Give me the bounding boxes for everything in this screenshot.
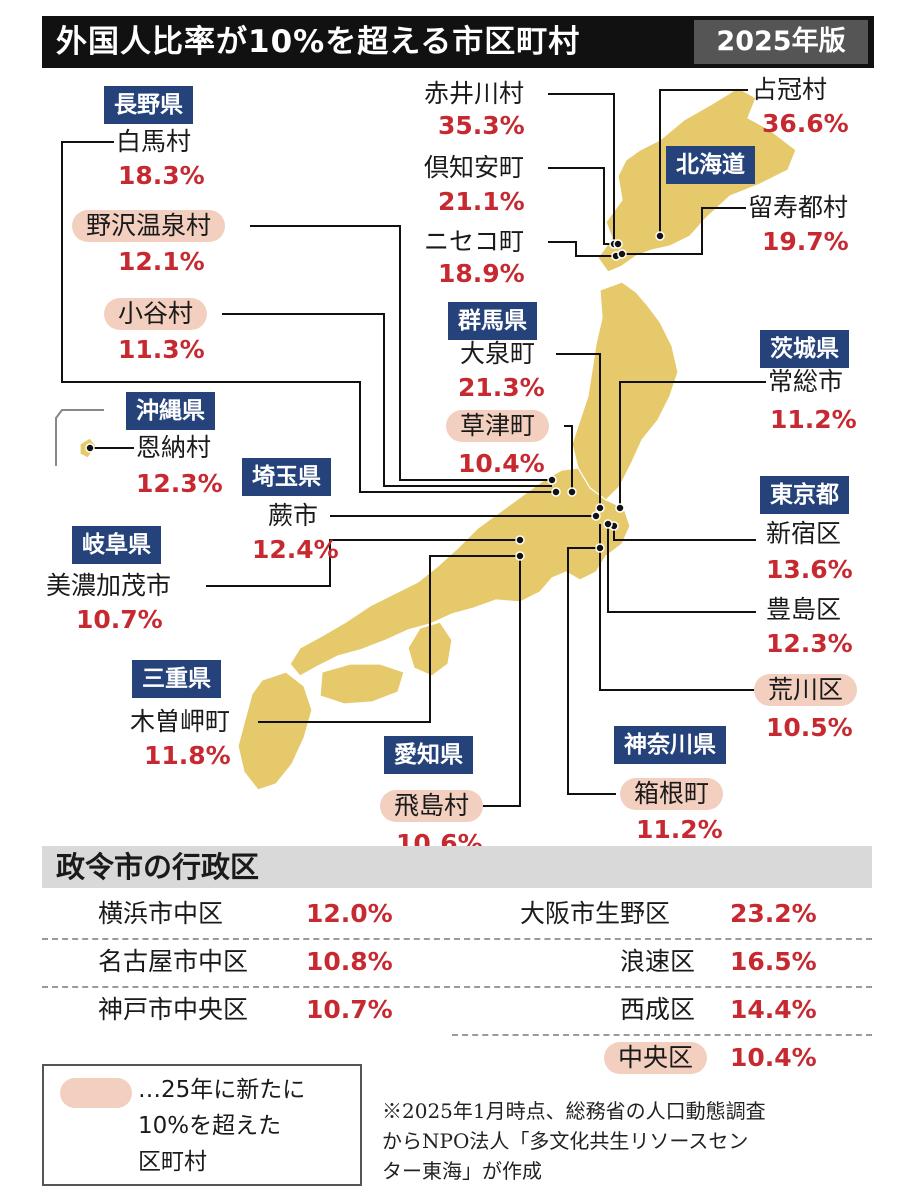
municipality-pct-rusutsu: 19.7% — [762, 227, 849, 256]
municipality-pct-kutchan: 21.1% — [438, 187, 525, 216]
kyushu-shape — [237, 671, 313, 791]
municipality-pct-akaigawa: 35.3% — [438, 111, 525, 140]
ward-pct: 10.7% — [306, 995, 393, 1024]
row-divider — [42, 986, 872, 988]
ward-name: 西成区 — [620, 995, 696, 1024]
pref-badge-hokkaido: 北海道 — [666, 146, 755, 184]
municipality-pct-hakone: 11.2% — [636, 815, 723, 844]
pref-badge-kanagawa: 神奈川県 — [614, 726, 726, 764]
municipality-pct-onna: 12.3% — [136, 469, 223, 498]
municipality-name-tobishima: 飛島村 — [380, 790, 484, 822]
municipality-name-toshima: 豊島区 — [766, 595, 842, 624]
legend-swatch — [60, 1078, 132, 1108]
shikoku-shape — [319, 663, 405, 705]
municipality-pct-shimukappu: 36.6% — [762, 109, 849, 138]
ward-name: 神戸市中央区 — [98, 995, 249, 1024]
ward-name: 名古屋市中区 — [98, 947, 249, 976]
municipality-name-nozawa-onsen: 野沢温泉村 — [72, 210, 226, 242]
wards-section-title: 政令市の行政区 — [56, 850, 260, 884]
municipality-name-hakuba: 白馬村 — [116, 127, 192, 156]
row-divider — [42, 938, 872, 940]
ward-pct: 10.4% — [730, 1043, 817, 1072]
pref-badge-gifu: 岐阜県 — [72, 526, 161, 564]
ward-pct: 14.4% — [730, 995, 817, 1024]
municipality-name-rusutsu: 留寿都村 — [748, 193, 849, 222]
municipality-pct-kisosaki: 11.8% — [144, 741, 231, 770]
municipality-pct-kusatsu: 10.4% — [458, 449, 545, 478]
municipality-name-kisosaki: 木曽岬町 — [130, 707, 231, 736]
municipality-pct-nozawa-onsen: 12.1% — [118, 247, 205, 276]
pref-badge-okinawa: 沖縄県 — [126, 392, 215, 430]
honshu-shape — [289, 467, 631, 677]
municipality-name-joso: 常総市 — [768, 367, 844, 396]
municipality-pct-oizumi: 21.3% — [458, 373, 545, 402]
row-divider — [452, 1034, 872, 1036]
municipality-name-kutchan: 倶知安町 — [424, 153, 525, 182]
pref-badge-nagano: 長野県 — [104, 86, 193, 124]
municipality-name-niseko: ニセコ町 — [424, 227, 525, 256]
ward-pct: 16.5% — [730, 947, 817, 976]
legend-text: …25年に新たに 10%を超えた 区町村 — [138, 1077, 306, 1175]
municipality-name-otari: 小谷村 — [104, 298, 208, 330]
municipality-name-akaigawa: 赤井川村 — [424, 79, 525, 108]
edition-badge: 2025年版 — [694, 20, 868, 64]
legend-box — [42, 1064, 362, 1186]
pref-badge-saitama: 埼玉県 — [242, 458, 331, 496]
pref-badge-tokyo: 東京都 — [760, 476, 849, 514]
pref-badge-gunma: 群馬県 — [448, 302, 537, 340]
ward-name: 浪速区 — [620, 947, 696, 976]
municipality-name-oizumi: 大泉町 — [460, 339, 536, 368]
ward-pct: 10.8% — [306, 947, 393, 976]
tohoku-shape — [571, 281, 679, 501]
ward-name: 大阪市生野区 — [520, 899, 671, 928]
page-title: 外国人比率が10%を超える市区町村 — [56, 24, 581, 60]
municipality-pct-hakuba: 18.3% — [118, 161, 205, 190]
municipality-pct-joso: 11.2% — [770, 405, 857, 434]
source-note: ※2025年1月時点、総務省の人口動態調査 からNPO法人「多文化共生リソースセ… — [382, 1099, 766, 1183]
ward-name: 横浜市中区 — [98, 899, 224, 928]
municipality-pct-otari: 11.3% — [118, 335, 205, 364]
municipality-name-warabi: 蕨市 — [268, 501, 319, 530]
municipality-name-hakone: 箱根町 — [620, 778, 724, 810]
pref-badge-mie: 三重県 — [132, 660, 221, 698]
municipality-name-arakawa: 荒川区 — [754, 674, 858, 706]
pref-badge-ibaraki: 茨城県 — [760, 330, 849, 368]
municipality-name-kusatsu: 草津町 — [446, 410, 550, 442]
municipality-pct-shinjuku: 13.6% — [766, 555, 853, 584]
municipality-pct-warabi: 12.4% — [252, 535, 339, 564]
municipality-pct-niseko: 18.9% — [438, 259, 525, 288]
pref-badge-aichi: 愛知県 — [384, 736, 473, 774]
municipality-pct-minokamo: 10.7% — [76, 605, 163, 634]
municipality-pct-toshima: 12.3% — [766, 629, 853, 658]
municipality-name-minokamo: 美濃加茂市 — [46, 571, 172, 600]
wards-section-header — [42, 846, 872, 888]
ward-pct: 23.2% — [730, 899, 817, 928]
municipality-name-shinjuku: 新宿区 — [766, 519, 842, 548]
ward-name: 中央区 — [604, 1042, 708, 1074]
ward-pct: 12.0% — [306, 899, 393, 928]
municipality-pct-arakawa: 10.5% — [766, 713, 853, 742]
municipality-name-onna: 恩納村 — [136, 433, 212, 462]
municipality-name-shimukappu: 占冠村 — [752, 75, 828, 104]
